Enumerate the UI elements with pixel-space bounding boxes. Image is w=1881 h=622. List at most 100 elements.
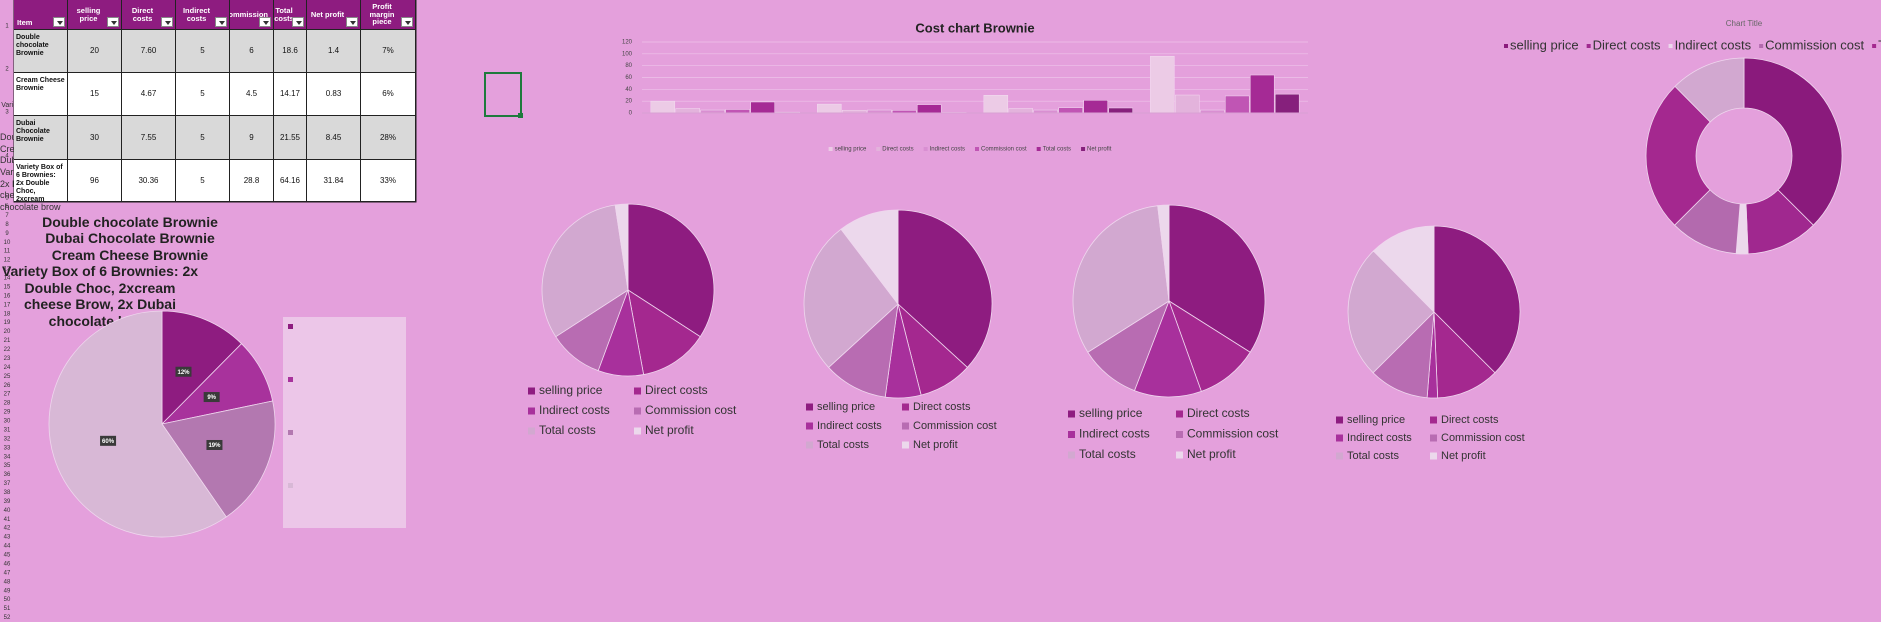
row-header: 20 (4, 329, 11, 335)
row-header: 30 (4, 419, 11, 425)
table-cell: 96 (68, 160, 122, 202)
legend-label: Total costs (1079, 447, 1136, 461)
row-header: 34 (4, 454, 11, 460)
filter-button[interactable] (401, 17, 413, 27)
bar (750, 101, 775, 114)
table-cell: 0.83 (307, 73, 361, 116)
data-label-box (203, 392, 220, 403)
legend-label: selling price (1079, 406, 1143, 420)
header-text: selling price (76, 6, 101, 23)
legend-label: selling price (835, 147, 867, 153)
row-header: 44 (4, 544, 11, 550)
header-cell: Item (14, 0, 68, 30)
filter-button[interactable] (161, 17, 173, 27)
table-cell: 8.45 (307, 116, 361, 160)
filter-button[interactable] (346, 17, 358, 27)
legend-label: Direct costs (645, 383, 708, 397)
legend-swatch (1336, 416, 1343, 424)
filter-button[interactable] (107, 17, 119, 27)
legend-label: Direct costs (1441, 414, 1499, 426)
y-tick-label: 40 (625, 87, 632, 93)
bar (1249, 74, 1275, 114)
legend-label: Indirect costs (539, 403, 610, 417)
legend-label: Commission cost (645, 403, 737, 417)
filter-button[interactable] (53, 17, 65, 27)
legend-box (283, 317, 406, 528)
row-header: 1 (5, 24, 9, 30)
header-cell: Indirect costs (176, 0, 230, 30)
filter-button[interactable] (215, 17, 227, 27)
legend-label: Net profit (645, 423, 694, 437)
bar (1225, 95, 1250, 114)
chart-title: Cost chart Brownie (915, 20, 1034, 35)
pie-slice (1072, 205, 1170, 353)
table-cell: Variety Box of 6 Brownies: 2x Double Cho… (14, 160, 68, 202)
legend-swatch (975, 147, 979, 151)
pie-slice (1347, 250, 1435, 374)
row-header: 15 (4, 284, 11, 290)
legend-label: Net profit (1087, 147, 1112, 153)
legend-swatch (806, 441, 813, 449)
filter-button[interactable] (292, 17, 304, 27)
legend-swatch (634, 387, 641, 395)
legend-label: selling price (1510, 37, 1579, 52)
pie-slice (1157, 204, 1170, 302)
legend-swatch (288, 377, 293, 382)
table-cell: 7% (361, 30, 416, 73)
y-tick-label: 100 (622, 51, 633, 57)
header-text: Item (17, 17, 33, 27)
table-cell: 14.17 (274, 73, 307, 116)
table-cell: 1.4 (307, 30, 361, 73)
pie-slice (1168, 204, 1266, 353)
bar (916, 104, 942, 114)
legend-swatch (902, 422, 909, 430)
row-header: 22 (4, 347, 11, 353)
row-header: 50 (4, 597, 11, 603)
legend-label: Direct costs (1187, 406, 1250, 420)
legend-label: Net profit (1441, 450, 1486, 462)
row-header: 10 (4, 240, 11, 246)
table-cell: 28% (361, 116, 416, 160)
header-cell: Profit margin piece (361, 0, 416, 30)
header-cell: selling price (68, 0, 122, 30)
row-header: 45 (4, 553, 11, 559)
bar (675, 108, 701, 114)
row-header: 26 (4, 383, 11, 389)
row-header: 11 (4, 249, 11, 255)
row-header: 13 (4, 267, 11, 273)
table-cell: 20 (68, 30, 122, 73)
pie-slice (1433, 310, 1496, 399)
legend-label: Direct costs (1593, 37, 1661, 52)
row-header: 24 (4, 365, 11, 371)
table-cell: 15 (68, 73, 122, 116)
row-header: 16 (4, 293, 11, 299)
row-header: 27 (4, 392, 11, 398)
legend-swatch (634, 407, 641, 415)
table-cell: 6% (361, 73, 416, 116)
legend-label: Total costs (1347, 450, 1399, 462)
y-tick-label: 20 (625, 99, 632, 105)
row-header: 12 (4, 258, 11, 264)
legend: selling price Direct costs Indirect costs C… (828, 147, 1112, 153)
table-cell: 30 (68, 116, 122, 160)
legend-label: Direct costs (882, 147, 913, 153)
filter-button[interactable] (259, 17, 271, 27)
table-cell: 28.8 (230, 160, 274, 202)
header-text: Direct costs (131, 6, 154, 23)
bar (1008, 108, 1034, 114)
table-cell: 4.5 (230, 73, 274, 116)
fill-handle[interactable] (518, 113, 523, 118)
legend-label: Net profit (1187, 447, 1236, 461)
legend-swatch (1068, 451, 1075, 459)
row-header: 19 (4, 320, 11, 326)
selected-cell[interactable] (484, 72, 522, 117)
legend-swatch (828, 147, 833, 151)
legend-swatch (1081, 147, 1086, 151)
legend-label: selling price (539, 383, 603, 397)
pie-slice (48, 310, 227, 538)
legend-swatch (288, 483, 293, 488)
legend-swatch (1586, 44, 1591, 48)
pie-slice (161, 400, 276, 518)
legend-swatch (1336, 452, 1343, 460)
chart-title: Double chocolate Brownie (42, 213, 218, 230)
